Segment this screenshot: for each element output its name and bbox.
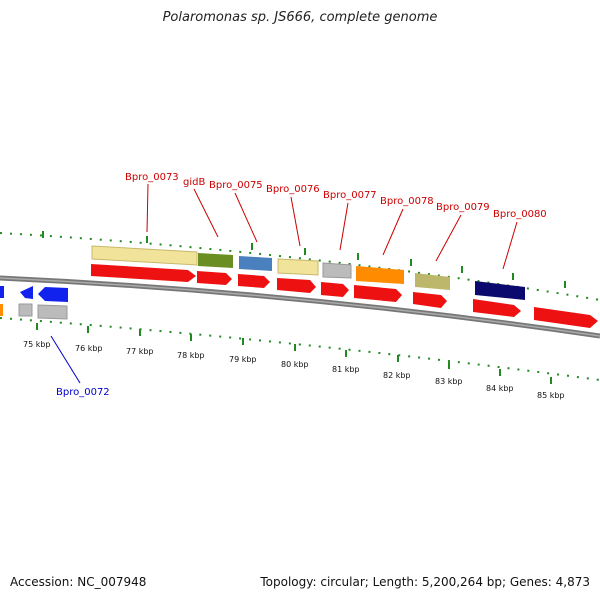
feature-track-top bbox=[91, 245, 525, 300]
feature-bpro-0076 bbox=[277, 258, 319, 276]
cds-arrow bbox=[354, 285, 402, 302]
reverse-cds-track bbox=[0, 286, 68, 320]
gene-label-bpro-0077: Bpro_0077 bbox=[323, 190, 377, 201]
accession-text: Accession: NC_007948 bbox=[10, 575, 147, 589]
gene-label-bpro-0079: Bpro_0079 bbox=[436, 202, 490, 213]
inner-major-ticks bbox=[36, 323, 552, 384]
kbp-label: 78 kbp bbox=[177, 351, 205, 360]
gene-label-gidb: gidB bbox=[183, 177, 205, 188]
cds-arrow bbox=[238, 274, 270, 288]
label-leaders bbox=[50, 183, 518, 384]
cds-arrow bbox=[534, 307, 598, 328]
feature-bpro-0078 bbox=[356, 266, 404, 284]
feature-bpro-0077 bbox=[322, 262, 352, 279]
feature-bpro-0079 bbox=[415, 273, 450, 290]
feature-bpro-0075 bbox=[239, 256, 272, 271]
gene-label-bpro-0080: Bpro_0080 bbox=[493, 209, 547, 220]
outer-tick-ring bbox=[0, 232, 600, 301]
cds-arrow bbox=[413, 292, 447, 308]
genome-summary-text: Topology: circular; Length: 5,200,264 bp… bbox=[260, 575, 590, 589]
feature-gidb bbox=[198, 253, 233, 268]
gene-label-bpro-0073: Bpro_0073 bbox=[125, 172, 179, 183]
kbp-label: 84 kbp bbox=[486, 384, 514, 393]
kbp-labels: 75 kbp 76 kbp 77 kbp 78 kbp 79 kbp 80 kb… bbox=[23, 340, 565, 400]
feature-grey bbox=[18, 303, 33, 317]
kbp-label: 81 kbp bbox=[332, 365, 360, 374]
feature-grey bbox=[37, 304, 68, 320]
feature-orange bbox=[0, 304, 3, 316]
inner-tick-ring bbox=[0, 317, 600, 381]
outer-major-ticks bbox=[42, 231, 566, 288]
gene-label-bpro-0078: Bpro_0078 bbox=[380, 196, 434, 207]
forward-cds-track bbox=[91, 264, 598, 328]
gene-labels: Bpro_0072 Bpro_0073 gidB Bpro_0075 Bpro_… bbox=[56, 172, 547, 398]
kbp-label: 80 kbp bbox=[281, 360, 309, 369]
kbp-label: 76 kbp bbox=[75, 344, 103, 353]
gene-label-bpro-0076: Bpro_0076 bbox=[266, 184, 320, 195]
kbp-label: 85 kbp bbox=[537, 391, 565, 400]
feature-bpro-0073 bbox=[91, 245, 198, 266]
cds-arrow bbox=[277, 278, 316, 293]
cds-arrow-reverse bbox=[38, 287, 68, 302]
cds-arrow-reverse bbox=[0, 286, 4, 298]
kbp-label: 83 kbp bbox=[435, 377, 463, 386]
kbp-label: 82 kbp bbox=[383, 371, 411, 380]
kbp-label: 75 kbp bbox=[23, 340, 51, 349]
gene-label-bpro-0072: Bpro_0072 bbox=[56, 387, 110, 398]
gene-label-bpro-0075: Bpro_0075 bbox=[209, 180, 263, 191]
cds-arrow bbox=[321, 282, 349, 297]
kbp-label: 79 kbp bbox=[229, 355, 257, 364]
cds-arrow bbox=[197, 271, 232, 285]
cds-arrow bbox=[91, 264, 196, 282]
cds-arrow bbox=[473, 299, 521, 317]
cds-arrow-reverse bbox=[20, 286, 33, 299]
feature-bpro-0080 bbox=[475, 281, 525, 300]
kbp-label: 77 kbp bbox=[126, 347, 154, 356]
genome-title: Polaromonas sp. JS666, complete genome bbox=[162, 10, 438, 25]
